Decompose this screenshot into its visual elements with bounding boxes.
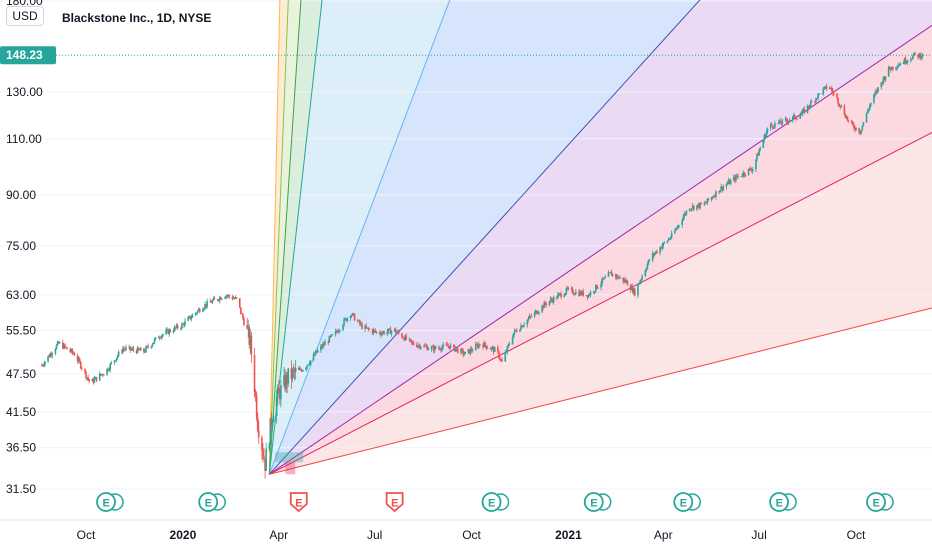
y-tick-label: 31.50 [6,482,36,496]
earnings-marker[interactable]: E [198,492,226,512]
fan-line-1 [268,0,289,475]
price-axis[interactable]: 180.00 130.00 110.00 90.00 75.00 63.00 55.50 47… [6,0,43,496]
earnings-label: E [873,498,880,510]
x-tick-label: Oct [847,528,866,542]
y-tick-label: 130.00 [6,85,43,99]
fan-line-5 [268,0,701,475]
x-tick-label: 2020 [170,528,197,542]
fan-line-2 [268,0,302,475]
earnings-marker[interactable]: E [583,492,612,512]
x-tick-label: 2021 [555,528,582,542]
fan-line-0 [268,0,281,475]
earnings-label: E [205,498,212,510]
x-tick-label: Apr [269,528,288,542]
x-tick-label: Oct [77,528,96,542]
chart-title: Blackstone Inc., 1D, NYSE [62,11,211,25]
fan-line-8 [269,307,932,475]
y-tick-label: 41.50 [6,405,36,419]
earnings-marker[interactable]: E [673,492,702,512]
earnings-marker[interactable]: E [385,492,404,513]
fan-line-6 [269,24,932,475]
earnings-label: E [488,498,495,510]
earnings-marker[interactable]: E [769,492,797,512]
earnings-marker[interactable]: E [481,492,510,512]
earnings-marker[interactable]: E [866,492,894,512]
fan-zone-5 [269,0,932,475]
fan-line-7 [269,132,932,475]
gann-fan-labels [275,452,304,475]
grid-lines [0,0,932,490]
gann-fan-lines [268,0,932,475]
earnings-label: E [590,498,597,510]
earnings-label: E [776,498,783,510]
earnings-marker[interactable]: E [96,492,124,512]
y-tick-label: 36.50 [6,441,36,455]
x-tick-label: Jul [367,528,382,542]
x-tick-label: Jul [751,528,766,542]
y-tick-label: 47.50 [6,367,36,381]
last-price-badge: 148.23 [0,46,56,65]
earnings-label: E [295,498,302,510]
fan-line-4 [268,0,451,475]
candlestick-series [40,51,924,479]
y-tick-label: 180.00 [6,0,43,8]
y-tick-label: 75.00 [6,239,36,253]
earnings-label: E [680,498,687,510]
earnings-marker[interactable]: E [289,492,308,513]
currency-button[interactable]: USD [6,6,44,26]
y-tick-label: 55.50 [6,323,36,337]
time-axis[interactable]: Oct 2020 Apr Jul Oct 2021 Apr Jul Oct [0,519,932,542]
earnings-label: E [391,498,398,510]
x-tick-label: Oct [462,528,481,542]
y-tick-label: 110.00 [6,132,42,146]
earnings-label: E [103,498,110,510]
x-tick-label: Apr [654,528,673,542]
y-tick-label: 90.00 [6,188,36,202]
last-price-value: 148.23 [6,48,43,62]
gann-fan-fills [269,0,932,475]
y-tick-label: 63.00 [6,288,36,302]
